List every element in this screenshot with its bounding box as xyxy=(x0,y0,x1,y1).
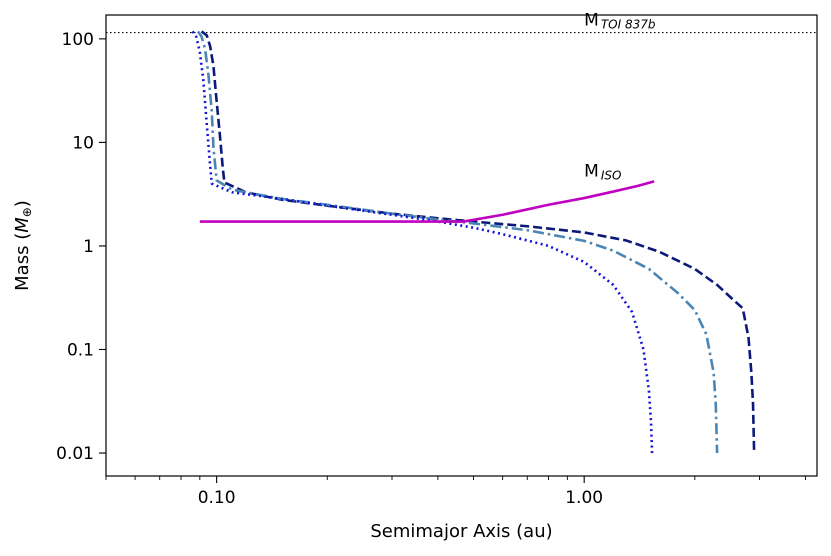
y-tick-label-4: 100 xyxy=(62,30,94,50)
y-tick-label-1: 0.1 xyxy=(67,340,94,360)
y-tick-label-0: 0.01 xyxy=(56,444,94,464)
y-axis-title-symbol: M xyxy=(12,217,33,233)
x-axis-title: Semimajor Axis (au) xyxy=(370,521,552,542)
y-axis-title-end: ) xyxy=(12,200,33,207)
m-iso-label-sub: ISO xyxy=(601,168,622,182)
axis-layer: 0.10 1.00 0.01 0.1 1 10 100 xyxy=(56,30,806,508)
toi-837b-label: M TOI 837b xyxy=(584,10,656,31)
y-axis-title-sub: ⊕ xyxy=(20,207,34,217)
y-axis-title: Mass (M⊕) xyxy=(12,200,34,291)
dark-navy-dashed xyxy=(200,30,756,454)
m-iso-label: M ISO xyxy=(584,161,621,182)
m-iso-label-main: M xyxy=(584,161,599,181)
plot-frame xyxy=(105,14,818,477)
y-tick-label-3: 10 xyxy=(72,133,94,153)
steelblue-dashdot xyxy=(196,30,719,454)
series-layer xyxy=(191,30,756,454)
x-tick-label-1: 1.00 xyxy=(565,488,603,508)
toi-837b-label-main: M xyxy=(584,10,599,30)
toi-837b-label-sub: TOI 837b xyxy=(601,17,656,31)
y-tick-label-2: 1 xyxy=(83,237,94,257)
y-axis-title-main: Mass ( xyxy=(12,233,33,291)
x-tick-label-0: 0.10 xyxy=(198,488,236,508)
m-iso-line xyxy=(199,180,655,223)
blue-dotted xyxy=(191,30,654,454)
annotation-layer: M TOI 837b M ISO xyxy=(584,10,656,182)
